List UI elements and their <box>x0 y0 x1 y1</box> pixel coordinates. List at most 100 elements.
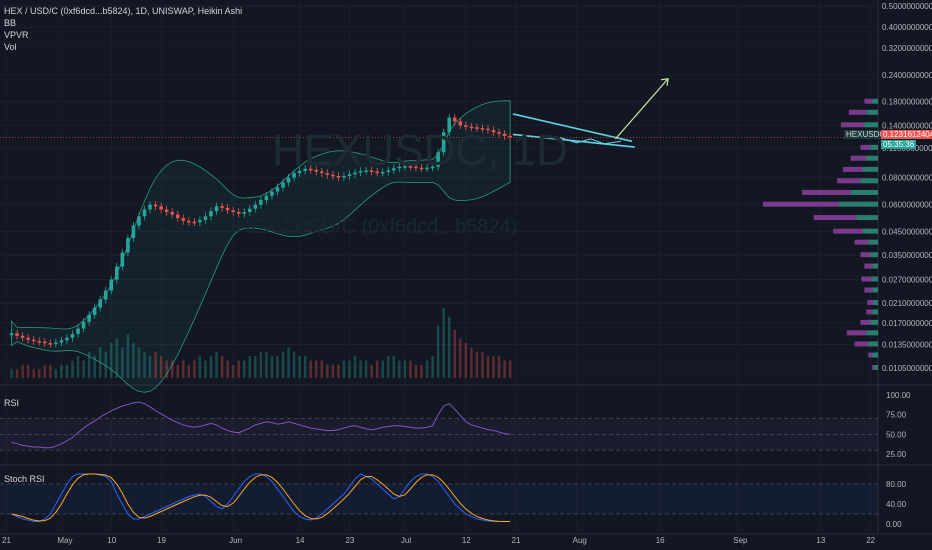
volume-bar <box>115 338 118 378</box>
price-tick-label: 0.0800000000 <box>882 174 932 183</box>
volume-bar <box>215 351 218 378</box>
candle-body <box>159 206 163 210</box>
vpvr-buy-bar <box>870 252 878 258</box>
volume-bar <box>420 364 423 378</box>
candle-body <box>336 175 341 178</box>
candle-body <box>480 127 485 130</box>
vpvr-sell-bar <box>867 300 874 306</box>
candle-body <box>331 174 335 177</box>
indicator-bb-label[interactable]: BB <box>4 18 17 28</box>
volume-bar <box>337 364 340 378</box>
candle-body <box>42 341 47 344</box>
volume-bar <box>87 351 91 378</box>
vpvr-sell-bar <box>860 144 871 150</box>
vpvr-buy-bar <box>856 215 878 221</box>
vpvr-buy-bar <box>870 319 878 325</box>
candle-body <box>20 335 25 338</box>
volume-bar <box>248 356 251 378</box>
candle-body <box>353 172 357 175</box>
vpvr-sell-bar <box>848 109 867 115</box>
candle-body <box>15 333 19 336</box>
price-tick-label: 0.0170000000 <box>882 319 932 328</box>
vpvr-sell-bar <box>860 252 871 258</box>
volume-bar <box>98 347 102 378</box>
vpvr-sell-bar <box>763 201 840 207</box>
volume-bar <box>353 356 357 378</box>
price-tick-label: 0.2400000000 <box>882 71 932 80</box>
vpvr-buy-bar <box>864 122 878 128</box>
candle-body <box>59 340 64 343</box>
candle-body <box>508 135 512 138</box>
candle-body <box>414 166 418 169</box>
volume-bar <box>508 360 512 378</box>
watermark-symbol: HEXUSDC, 1D <box>272 126 568 175</box>
vpvr-buy-bar <box>872 263 878 269</box>
volume-bar <box>364 360 368 378</box>
volume-bar <box>220 356 224 378</box>
volume-bar <box>38 369 41 378</box>
rsi-tick-label: 25.00 <box>886 450 907 459</box>
vpvr-buy-bar <box>872 98 878 104</box>
candle-body <box>502 133 507 136</box>
candle-body <box>369 170 374 172</box>
candle-body <box>76 328 80 334</box>
candle-body <box>325 173 330 175</box>
vpvr-sell-bar <box>866 309 873 315</box>
vpvr-sell-bar <box>861 276 872 282</box>
rsi-tick-label: 50.00 <box>886 430 907 439</box>
candle-body <box>115 266 119 280</box>
volume-bar <box>143 351 146 378</box>
candle-body <box>120 252 125 267</box>
vpvr-buy-bar <box>874 365 878 370</box>
volume-bar <box>187 364 191 378</box>
price-tick-label: 0.1400000000 <box>882 121 932 130</box>
volume-bar <box>176 364 179 378</box>
vpvr-sell-bar <box>833 228 863 234</box>
volume-bar <box>71 360 74 378</box>
time-tick-label: Jun <box>229 536 242 545</box>
volume-bar <box>165 360 168 378</box>
volume-bar <box>381 360 384 378</box>
volume-bar <box>342 360 346 378</box>
candle-body <box>397 166 402 169</box>
time-tick-label: 19 <box>157 536 166 545</box>
volume-bar <box>486 356 490 378</box>
volume-bar <box>21 364 24 378</box>
candle-body <box>314 169 319 172</box>
stoch-rsi-panel-label: Stoch RSI <box>4 474 45 484</box>
vpvr-sell-bar <box>840 122 865 128</box>
volume-bar <box>82 360 85 378</box>
candle-body <box>297 170 302 174</box>
candle-body <box>469 126 474 129</box>
time-tick-label: Sep <box>733 536 748 545</box>
candle-body <box>264 195 269 201</box>
candle-body <box>70 333 75 338</box>
candle-body <box>364 170 368 172</box>
volume-bar <box>148 356 152 378</box>
price-tick-label: 0.0105000000 <box>882 364 932 373</box>
indicator-vpvr-label[interactable]: VPVR <box>4 30 29 40</box>
rsi-line <box>11 401 511 449</box>
candle-body <box>281 182 285 188</box>
time-tick-label: 21 <box>2 536 11 545</box>
volume-bar <box>43 364 46 378</box>
candle-body <box>392 168 396 171</box>
volume-bar <box>309 360 312 378</box>
candle-body <box>26 337 30 340</box>
candle-body <box>137 216 141 226</box>
volume-bar <box>453 329 456 378</box>
candle-body <box>65 337 69 341</box>
vpvr-buy-bar <box>866 109 878 115</box>
price-tick-label: 0.0450000000 <box>882 228 932 237</box>
symbol-title: HEX / USD/C (0xf6dcd...b5824), 1D, UNISW… <box>4 6 243 16</box>
volume-bar <box>276 356 279 378</box>
time-tick-label: 12 <box>462 536 471 545</box>
trendline-upper <box>512 113 633 143</box>
candle-body <box>181 218 186 221</box>
indicator-vol-label[interactable]: Vol <box>4 42 17 52</box>
candle-body <box>236 211 241 214</box>
volume-bar <box>370 364 373 378</box>
candle-body <box>192 221 197 224</box>
volume-bar <box>475 351 479 378</box>
